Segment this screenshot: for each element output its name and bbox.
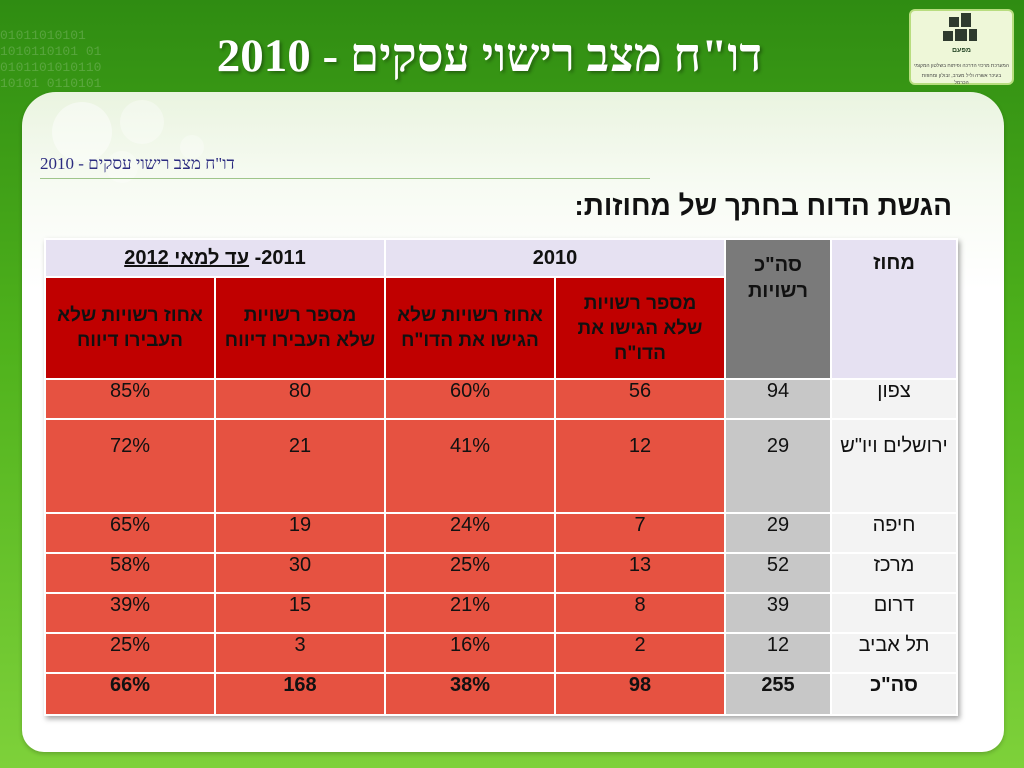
slide-subtitle: דו"ח מצב רישוי עסקים - 2010 — [40, 154, 235, 173]
logo-tagline-1: המערכת מרכזי הדרכה ופיתוח בשלטון המקומי — [914, 63, 1009, 69]
cell-total: 29 — [724, 512, 832, 554]
bubbles-decoration — [52, 100, 204, 183]
cell-district: צפון — [830, 378, 958, 420]
cell-percent-2010: 21% — [384, 592, 556, 634]
cell-percent-2011: 58% — [44, 552, 216, 594]
cell-count-2010: 7 — [554, 512, 726, 554]
table-row: דרום 39 8 21% 15 39% — [44, 592, 958, 634]
cell-percent-2011: 39% — [44, 592, 216, 634]
binary-pattern-decoration: 01011010101 1010110101 01 0101101010110 … — [0, 28, 102, 91]
table-row: צפון 94 56 60% 80 85% — [44, 378, 958, 420]
table-subheader-row: מספר רשויות שלא הגישו את הדו"ח אחוז רשוי… — [44, 276, 957, 380]
cell-count-2011: 80 — [214, 378, 386, 420]
cell-percent-2011: 25% — [44, 632, 216, 674]
cell-count-2011: 21 — [214, 418, 386, 514]
column-group-2010: 2010 — [384, 238, 726, 278]
cell-percent-2011: 72% — [44, 418, 216, 514]
logo-name: מפעם — [951, 47, 971, 54]
cell-total: 39 — [724, 592, 832, 634]
subheader-count-2010: מספר רשויות שלא הגישו את הדו"ח — [554, 276, 726, 380]
cell-percent-2010: 25% — [384, 552, 556, 594]
subheader-count-2011: מספר רשויות שלא העבירו דיווח — [214, 276, 386, 380]
table-row: מרכז 52 13 25% 30 58% — [44, 552, 958, 594]
cell-district: מרכז — [830, 552, 958, 594]
table-row: תל אביב 12 2 16% 3 25% — [44, 632, 958, 674]
cell-count-2010: 8 — [554, 592, 726, 634]
cell-percent-2010: 38% — [384, 672, 556, 716]
cell-district: סה"כ — [830, 672, 958, 716]
column-header-district: מחוז — [830, 238, 958, 380]
subheader-percent-2011: אחוז רשויות שלא העבירו דיווח — [44, 276, 216, 380]
cell-percent-2010: 60% — [384, 378, 556, 420]
table-row: חיפה 29 7 24% 19 65% — [44, 512, 958, 554]
cell-count-2011: 15 — [214, 592, 386, 634]
table-header-row: מחוז סה"כ רשויות 2010 2011- עד למאי 2012 — [44, 238, 958, 380]
cell-count-2010: 56 — [554, 378, 726, 420]
cell-count-2010: 13 — [554, 552, 726, 594]
cell-count-2010: 98 — [554, 672, 726, 716]
logo-tagline-2: בעיכר אשרה וליל מערב, זבולון ומחוזות הכר… — [921, 73, 1002, 86]
cell-count-2011: 19 — [214, 512, 386, 554]
cell-percent-2011: 65% — [44, 512, 216, 554]
subheader-percent-2010: אחוז רשויות שלא הגישו את הדו"ח — [384, 276, 556, 380]
cell-percent-2010: 16% — [384, 632, 556, 674]
cell-total: 12 — [724, 632, 832, 674]
cell-percent-2011: 66% — [44, 672, 216, 716]
cell-district: חיפה — [830, 512, 958, 554]
cell-percent-2010: 41% — [384, 418, 556, 514]
subtitle-divider — [40, 178, 650, 179]
group-2011-prefix: 2011- — [254, 246, 306, 269]
cell-total: 255 — [724, 672, 832, 716]
column-header-total: סה"כ רשויות — [724, 238, 832, 380]
cell-total: 94 — [724, 378, 832, 420]
cell-total: 52 — [724, 552, 832, 594]
cell-count-2010: 2 — [554, 632, 726, 674]
cell-count-2011: 30 — [214, 552, 386, 594]
slide-title: דו"ח מצב רישוי עסקים - 2010 — [216, 30, 762, 82]
district-report-table: מחוז סה"כ רשויות 2010 2011- עד למאי 2012… — [44, 238, 958, 716]
organization-logo: מפעם המערכת מרכזי הדרכה ופיתוח בשלטון המ… — [909, 9, 1014, 86]
logo-building-icon — [943, 13, 977, 41]
cell-count-2011: 168 — [214, 672, 386, 716]
cell-district: דרום — [830, 592, 958, 634]
cell-total: 29 — [724, 418, 832, 514]
cell-district: ירושלים ויו"ש — [830, 418, 958, 514]
table-row: ירושלים ויו"ש 29 12 41% 21 72% — [44, 418, 958, 514]
section-heading: הגשת הדוח בחתך של מחוזות: — [574, 190, 952, 221]
cell-percent-2010: 24% — [384, 512, 556, 554]
table-total-row: סה"כ 255 98 38% 168 66% — [44, 672, 958, 716]
group-2011-suffix: עד למאי 2012 — [124, 246, 250, 269]
cell-percent-2011: 85% — [44, 378, 216, 420]
column-group-2011: 2011- עד למאי 2012 — [44, 238, 386, 278]
cell-count-2011: 3 — [214, 632, 386, 674]
cell-district: תל אביב — [830, 632, 958, 674]
cell-count-2010: 12 — [554, 418, 726, 514]
